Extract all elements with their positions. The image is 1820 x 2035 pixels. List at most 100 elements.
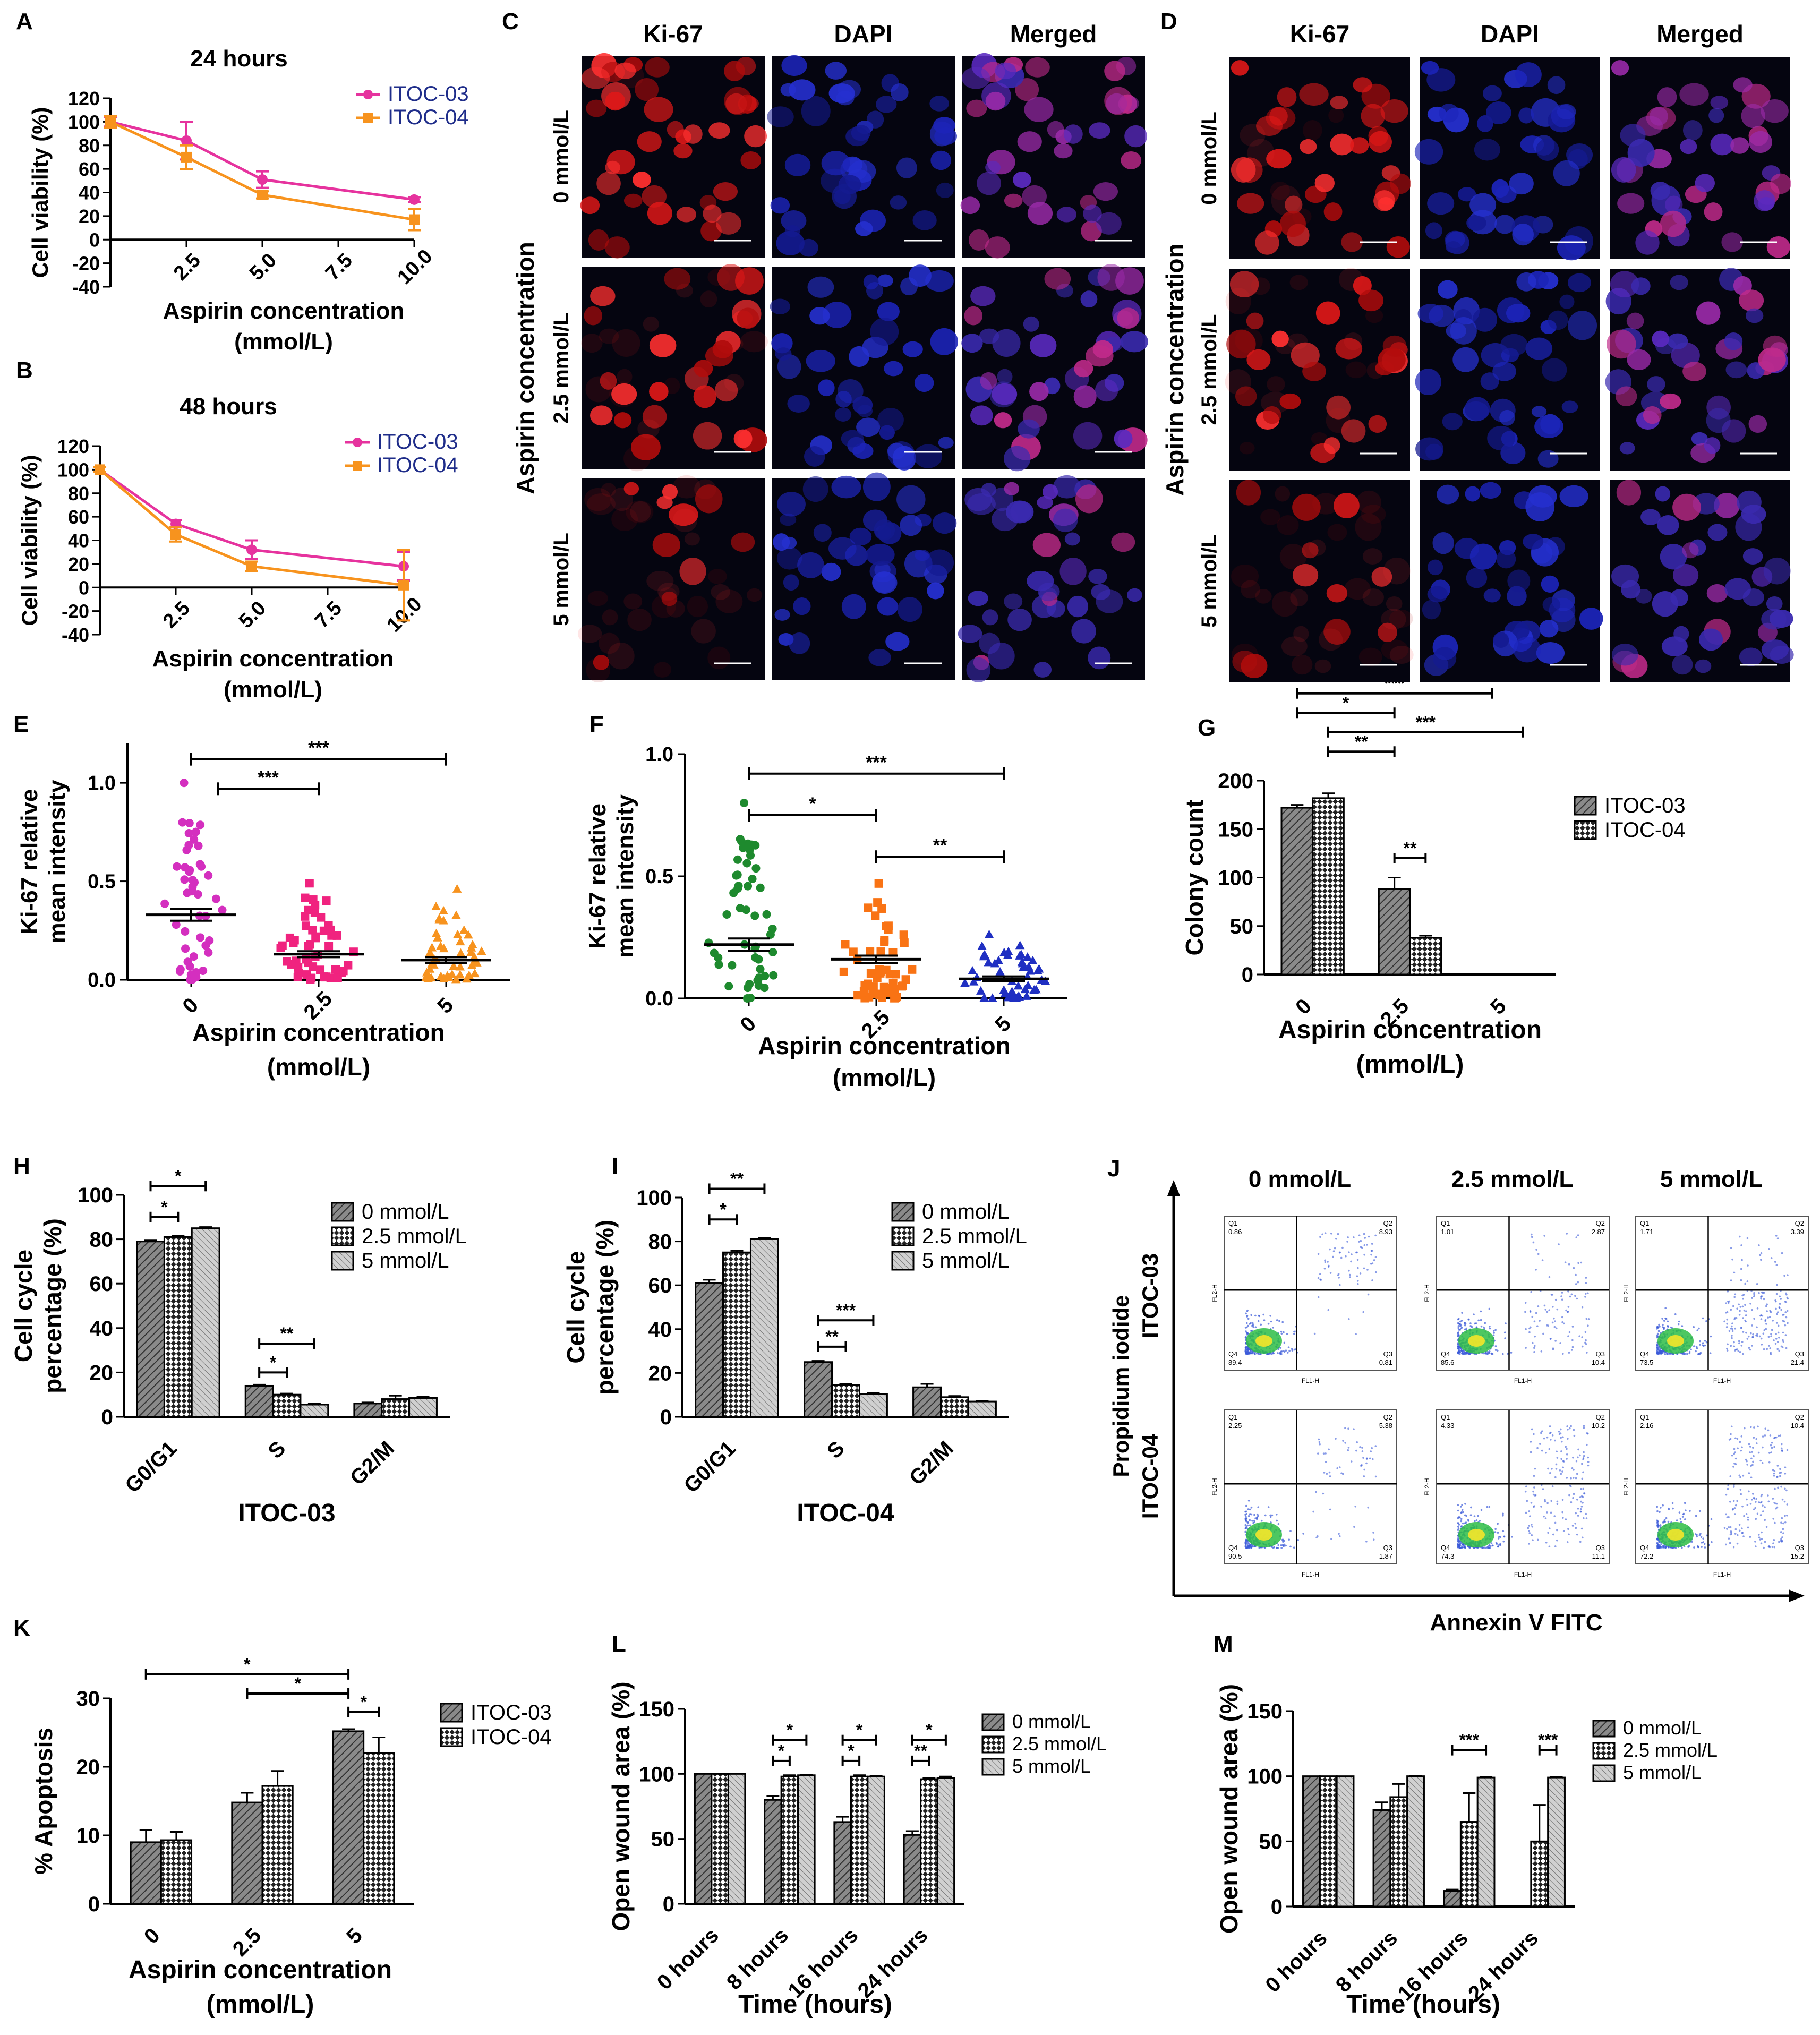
event-dot — [1778, 1349, 1781, 1352]
quadrant-value: 8.93 — [1379, 1228, 1392, 1236]
x-axis-label: Aspirin concentration — [163, 298, 405, 324]
event-dot — [1681, 1546, 1683, 1549]
cell-nucleus — [691, 619, 716, 644]
scatter-point — [176, 965, 185, 974]
event-dot — [1288, 1538, 1291, 1541]
event-dot — [1267, 1322, 1270, 1325]
event-dot — [1252, 1323, 1254, 1326]
event-dot — [1373, 1538, 1375, 1541]
cell-nucleus — [852, 396, 873, 414]
event-dot — [1585, 1277, 1587, 1279]
event-dot — [1459, 1506, 1462, 1508]
cell-nucleus — [1362, 588, 1385, 606]
event-dot — [1361, 1246, 1363, 1249]
cell-nucleus — [708, 569, 727, 584]
event-dot — [1494, 1345, 1497, 1347]
event-dot — [1560, 1440, 1563, 1443]
scatter-point — [766, 930, 775, 939]
cell-nucleus — [909, 264, 932, 287]
event-dot — [1670, 1326, 1672, 1329]
event-dot — [1317, 1535, 1319, 1537]
cell-nucleus — [866, 282, 883, 300]
scatter-point — [756, 964, 765, 973]
cell-nucleus — [900, 515, 922, 536]
event-dot — [1780, 1538, 1782, 1540]
event-dot — [1705, 1320, 1707, 1322]
event-dot — [1784, 1521, 1787, 1524]
event-dot — [1743, 1515, 1745, 1517]
event-dot — [1731, 1508, 1734, 1511]
event-dot — [1371, 1250, 1373, 1252]
event-dot — [1695, 1350, 1697, 1353]
event-dot — [1548, 1448, 1551, 1450]
row-label: 2.5 mmol/L — [1198, 314, 1221, 425]
cell-nucleus — [877, 597, 899, 616]
event-dot — [1732, 1546, 1735, 1549]
event-dot — [1699, 1533, 1702, 1535]
scatter-point — [188, 883, 197, 892]
event-dot — [1782, 1522, 1784, 1525]
cell-nucleus — [1547, 76, 1566, 95]
event-dot — [1776, 1311, 1779, 1313]
event-dot — [1363, 1475, 1365, 1477]
event-dot — [1572, 1497, 1574, 1499]
quadrant-name: Q2 — [1596, 1219, 1605, 1227]
event-dot — [1727, 1302, 1730, 1304]
event-dot — [1741, 1353, 1744, 1355]
event-dot — [1579, 1496, 1582, 1498]
bar — [867, 1775, 885, 1905]
scatter-point — [871, 911, 880, 920]
event-dot — [1302, 1533, 1304, 1535]
significance-label: * — [295, 1674, 302, 1693]
event-dot — [1662, 1546, 1665, 1548]
event-dot — [1464, 1546, 1466, 1549]
cell-nucleus — [1380, 99, 1408, 123]
cell-nucleus — [593, 654, 610, 670]
event-dot — [1773, 1539, 1775, 1541]
event-dot — [1484, 1322, 1486, 1324]
panel-letter: L — [612, 1631, 626, 1657]
y-tick-label: 0 — [1271, 1895, 1283, 1919]
event-dot — [1661, 1318, 1663, 1320]
event-dot — [1480, 1319, 1482, 1321]
scatter-point — [455, 937, 465, 946]
event-dot — [1502, 1353, 1504, 1355]
significance-label: * — [360, 1692, 367, 1712]
legend-label: 2.5 mmol/L — [1012, 1733, 1107, 1755]
event-dot — [1698, 1534, 1701, 1536]
event-dot — [1553, 1515, 1556, 1517]
event-dot — [1276, 1319, 1278, 1321]
event-dot — [1320, 1279, 1322, 1281]
event-dot — [1548, 1545, 1551, 1548]
event-dot — [1582, 1458, 1584, 1460]
event-dot — [1457, 1324, 1460, 1327]
event-dot — [1551, 1294, 1554, 1296]
cell-nucleus — [635, 78, 659, 101]
x-axis-label: Aspirin concentration — [1278, 1016, 1542, 1044]
cell-nucleus — [577, 625, 602, 643]
event-dot — [1745, 1458, 1747, 1461]
scatter-point — [301, 921, 310, 930]
scatter-point — [1022, 952, 1032, 961]
legend-label: ITOC-03 — [377, 430, 458, 454]
event-dot — [1286, 1352, 1289, 1354]
cell-nucleus — [775, 347, 792, 361]
event-dot — [1457, 1509, 1459, 1512]
cell-nucleus — [806, 349, 835, 372]
event-dot — [1726, 1311, 1729, 1313]
legend-label: 2.5 mmol/L — [1623, 1739, 1718, 1761]
cell-nucleus — [1672, 563, 1699, 587]
event-dot — [1742, 1474, 1745, 1477]
cell-nucleus — [1330, 133, 1354, 156]
cell-nucleus — [1551, 104, 1575, 128]
event-dot — [1775, 1507, 1777, 1510]
event-dot — [1559, 1428, 1562, 1431]
cell-nucleus — [885, 632, 910, 651]
cell-nucleus — [891, 83, 909, 101]
event-dot — [1338, 1277, 1340, 1279]
event-dot — [1464, 1322, 1467, 1325]
event-dot — [1254, 1314, 1257, 1317]
event-dot — [1778, 1541, 1780, 1543]
event-dot — [1280, 1546, 1283, 1549]
quadrant-name: Q3 — [1596, 1350, 1605, 1358]
